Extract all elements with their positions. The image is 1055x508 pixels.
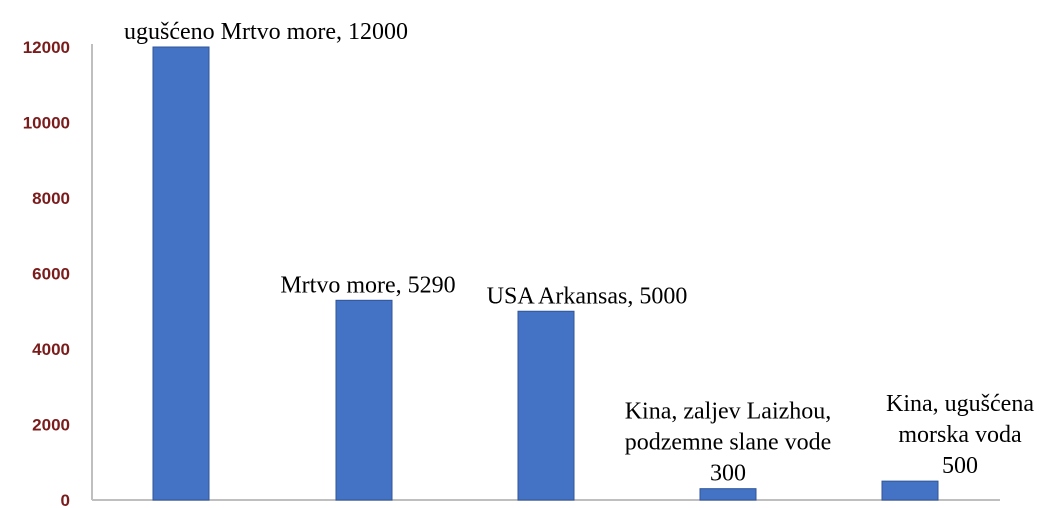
data-label: ugušćeno Mrtvo more, 12000 [124,19,408,45]
bar [881,480,939,501]
y-tick-label: 8000 [32,189,70,208]
bar [517,310,575,501]
y-tick-label: 12000 [23,38,70,57]
data-label: morska voda [898,422,1022,448]
y-tick-label: 10000 [23,114,70,133]
data-labels-group: ugušćeno Mrtvo more, 12000 Mrtvo more, 52… [124,19,1034,487]
y-tick-label: 6000 [32,265,70,284]
data-label: 500 [942,453,978,479]
data-label: Kina, ugušćena [886,391,1034,417]
bars-group [152,46,939,501]
data-label: podzemne slane vode [625,430,832,456]
data-label: 300 [710,461,746,487]
data-label: Kina, zaljev Laizhou, [625,399,832,425]
y-tick-label: 0 [61,491,70,508]
y-tick-label: 2000 [32,416,70,435]
data-label: Mrtvo more, 5290 [280,272,455,298]
y-tick-label: 4000 [32,340,70,359]
bar [699,488,757,501]
bar [335,299,393,501]
data-label: USA Arkansas, 5000 [487,283,688,309]
y-axis-ticks: 0 2000 4000 6000 8000 10000 12000 [23,38,70,508]
bar [152,46,210,501]
